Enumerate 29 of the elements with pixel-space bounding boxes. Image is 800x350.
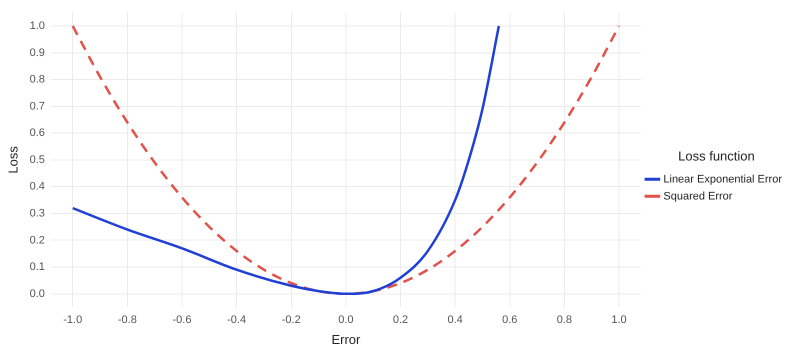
- x-tick-label: -1.0: [63, 314, 82, 326]
- y-tick-label: 0.1: [30, 261, 45, 274]
- y-tick-label: 0.5: [30, 154, 45, 166]
- y-tick-label: 0.2: [30, 234, 45, 246]
- line-series: [71, 24, 500, 296]
- y-axis-title: Loss: [5, 146, 20, 174]
- y-tick-label: 0.7: [30, 100, 45, 112]
- legend-label: Linear Exponential Error: [663, 173, 782, 186]
- x-tick-label: -0.2: [282, 314, 301, 326]
- x-tick-label: -0.4: [227, 314, 246, 326]
- x-tick-label: -0.6: [172, 314, 192, 326]
- line-series: [71, 24, 620, 296]
- x-tick-label: 0.6: [502, 314, 518, 326]
- x-tick-label: 0.8: [556, 314, 572, 326]
- legend-title: Loss function: [678, 148, 755, 164]
- y-tick-label: 1.0: [30, 20, 45, 32]
- x-tick-label: 0.0: [338, 314, 354, 326]
- x-tick-label: 0.4: [447, 314, 463, 326]
- y-tick-label: 0.0: [30, 288, 45, 300]
- x-tick-label: 0.2: [392, 314, 408, 326]
- x-tick-label: -0.8: [118, 314, 137, 326]
- y-tick-label: 0.4: [30, 180, 45, 193]
- x-axis-title: Error: [331, 332, 361, 347]
- y-tick-label: 0.6: [30, 127, 45, 140]
- y-tick-label: 0.8: [30, 74, 45, 86]
- x-tick-label: 1.0: [611, 314, 627, 326]
- legend-label: Squared Error: [663, 190, 733, 202]
- y-tick-label: 0.9: [30, 46, 45, 59]
- y-tick-label: 0.3: [30, 207, 45, 220]
